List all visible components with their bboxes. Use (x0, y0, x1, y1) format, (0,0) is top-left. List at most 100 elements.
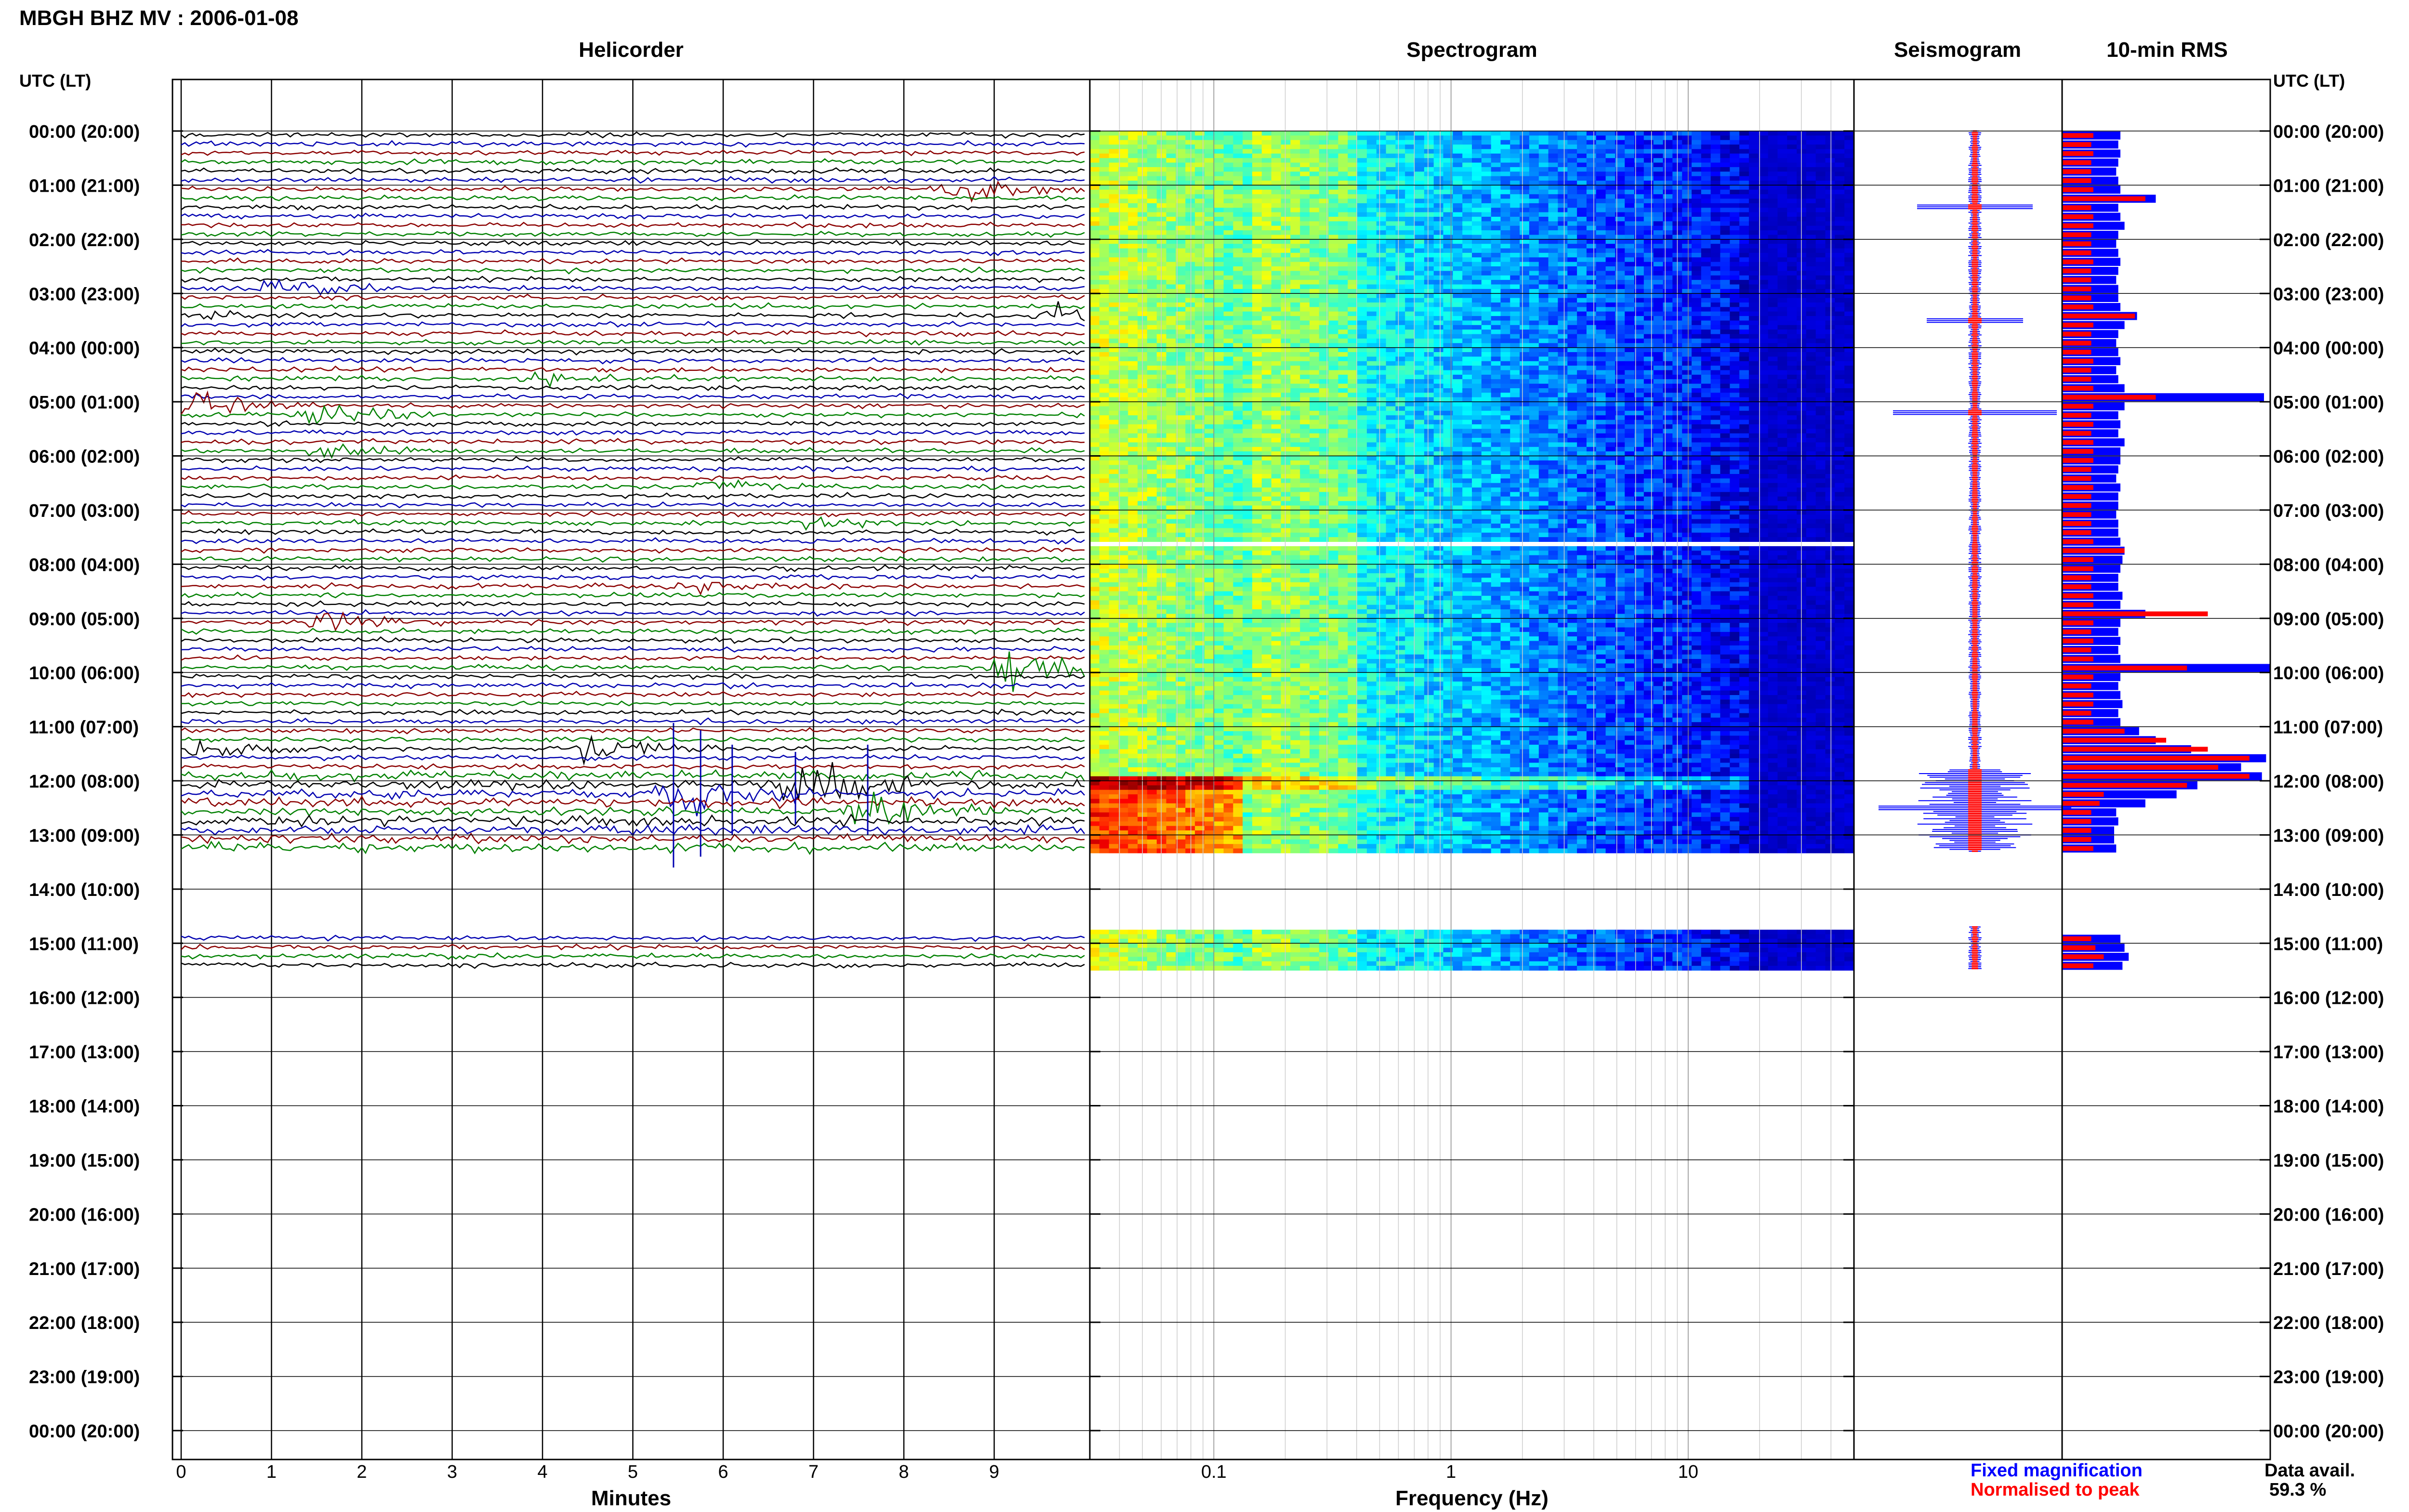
spectrogram-cell (1529, 316, 1539, 321)
spectrogram-cell (1615, 266, 1625, 271)
spectrogram-cell (1405, 262, 1415, 267)
spectrogram-cell (1605, 208, 1615, 213)
spectrogram-cell (1520, 208, 1530, 213)
spectrogram-cell (1710, 275, 1721, 280)
spectrogram-cell (1310, 289, 1320, 294)
spectrogram-cell (1348, 388, 1358, 393)
spectrogram-cell (1338, 293, 1348, 299)
spectrogram-cell (1825, 266, 1835, 271)
spectrogram-cell (1663, 361, 1673, 366)
spectrogram-cell (1577, 266, 1587, 271)
spectrogram-cell (1548, 252, 1558, 258)
spectrogram-cell (1310, 316, 1320, 321)
spectrogram-cell (1166, 320, 1176, 326)
spectrogram-cell (1415, 347, 1425, 353)
spectrogram-cell (1787, 225, 1797, 231)
spectrogram-cell (1586, 402, 1597, 407)
helicorder-trace (181, 249, 1085, 256)
spectrogram-cell (1710, 162, 1721, 168)
spectrogram-cell (1185, 171, 1195, 177)
spectrogram-cell (1835, 153, 1845, 158)
spectrogram-cell (1453, 158, 1463, 163)
spectrogram-cell (1663, 280, 1673, 285)
spectrogram-cell (1319, 397, 1329, 402)
spectrogram-cell (1730, 239, 1740, 244)
spectrogram-cell (1529, 158, 1539, 163)
spectrogram-cell (1462, 275, 1472, 280)
spectrogram-cell (1586, 158, 1597, 163)
spectrogram-cell (1520, 149, 1530, 154)
spectrogram-cell (1730, 347, 1740, 353)
spectrogram-cell (1748, 329, 1759, 335)
spectrogram-cell (1720, 252, 1730, 258)
spectrogram-cell (1243, 334, 1253, 339)
spectrogram-cell (1538, 212, 1549, 217)
spectrogram-cell (1825, 203, 1835, 208)
spectrogram-cell (1577, 302, 1587, 307)
spectrogram-cell (1615, 252, 1625, 258)
spectrogram-cell (1481, 275, 1492, 280)
spectrogram-cell (1643, 149, 1654, 154)
spectrogram-cell (1682, 284, 1692, 289)
spectrogram-cell (1710, 402, 1721, 407)
spectrogram-cell (1844, 370, 1854, 375)
spectrogram-cell (1185, 393, 1195, 398)
spectrogram-cell (1472, 221, 1482, 226)
spectrogram-cell (1328, 311, 1338, 316)
spectrogram-cell (1787, 140, 1797, 145)
spectrogram-cell (1739, 149, 1749, 154)
spectrogram-cell (1271, 153, 1281, 158)
spectrogram-cell (1825, 402, 1835, 407)
spectrogram-cell (1128, 235, 1138, 240)
spectrogram-cell (1156, 203, 1167, 208)
spectrogram-cell (1625, 379, 1635, 384)
spectrogram-cell (1415, 311, 1425, 316)
spectrogram-cell (1166, 235, 1176, 240)
spectrogram-cell (1720, 198, 1730, 204)
spectrogram-cell (1481, 135, 1492, 141)
spectrogram-cell (1319, 131, 1329, 136)
spectrogram-cell (1338, 185, 1348, 190)
spectrogram-cell (1366, 307, 1377, 312)
spectrogram-cell (1252, 140, 1262, 145)
spectrogram-cell (1223, 171, 1233, 177)
spectrogram-cell (1835, 149, 1845, 154)
spectrogram-cell (1481, 194, 1492, 199)
spectrogram-cell (1300, 284, 1310, 289)
spectrogram-cell (1405, 145, 1415, 149)
spectrogram-cell (1692, 320, 1702, 326)
spectrogram-cell (1558, 266, 1568, 271)
spectrogram-cell (1433, 208, 1443, 213)
spectrogram-cell (1634, 145, 1644, 149)
spectrogram-cell (1720, 361, 1730, 366)
spectrogram-cell (1768, 271, 1778, 276)
spectrogram-cell (1577, 334, 1587, 339)
spectrogram-cell (1328, 208, 1338, 213)
spectrogram-cell (1405, 366, 1415, 370)
spectrogram-cell (1290, 388, 1300, 393)
spectrogram-cell (1233, 140, 1243, 145)
spectrogram-cell (1663, 275, 1673, 280)
spectrogram-cell (1634, 325, 1644, 330)
spectrogram-cell (1290, 356, 1300, 362)
spectrogram-cell (1348, 225, 1358, 231)
spectrogram-cell (1195, 379, 1205, 384)
spectrogram-cell (1156, 171, 1167, 177)
spectrogram-cell (1118, 235, 1128, 240)
spectrogram-cell (1701, 338, 1711, 343)
spectrogram-cell (1290, 383, 1300, 389)
spectrogram-cell (1710, 266, 1721, 271)
spectrogram-cell (1156, 217, 1167, 222)
spectrogram-cell (1815, 212, 1826, 217)
spectrogram-cell (1252, 370, 1262, 375)
spectrogram-cell (1376, 198, 1387, 204)
spectrogram-cell (1625, 402, 1635, 407)
spectrogram-cell (1548, 343, 1558, 348)
spectrogram-cell (1730, 388, 1740, 393)
spectrogram-cell (1300, 257, 1310, 263)
spectrogram-cell (1166, 140, 1176, 145)
spectrogram-cell (1424, 221, 1434, 226)
spectrogram-cell (1233, 379, 1243, 384)
spectrogram-cell (1472, 266, 1482, 271)
spectrogram-cell (1529, 402, 1539, 407)
